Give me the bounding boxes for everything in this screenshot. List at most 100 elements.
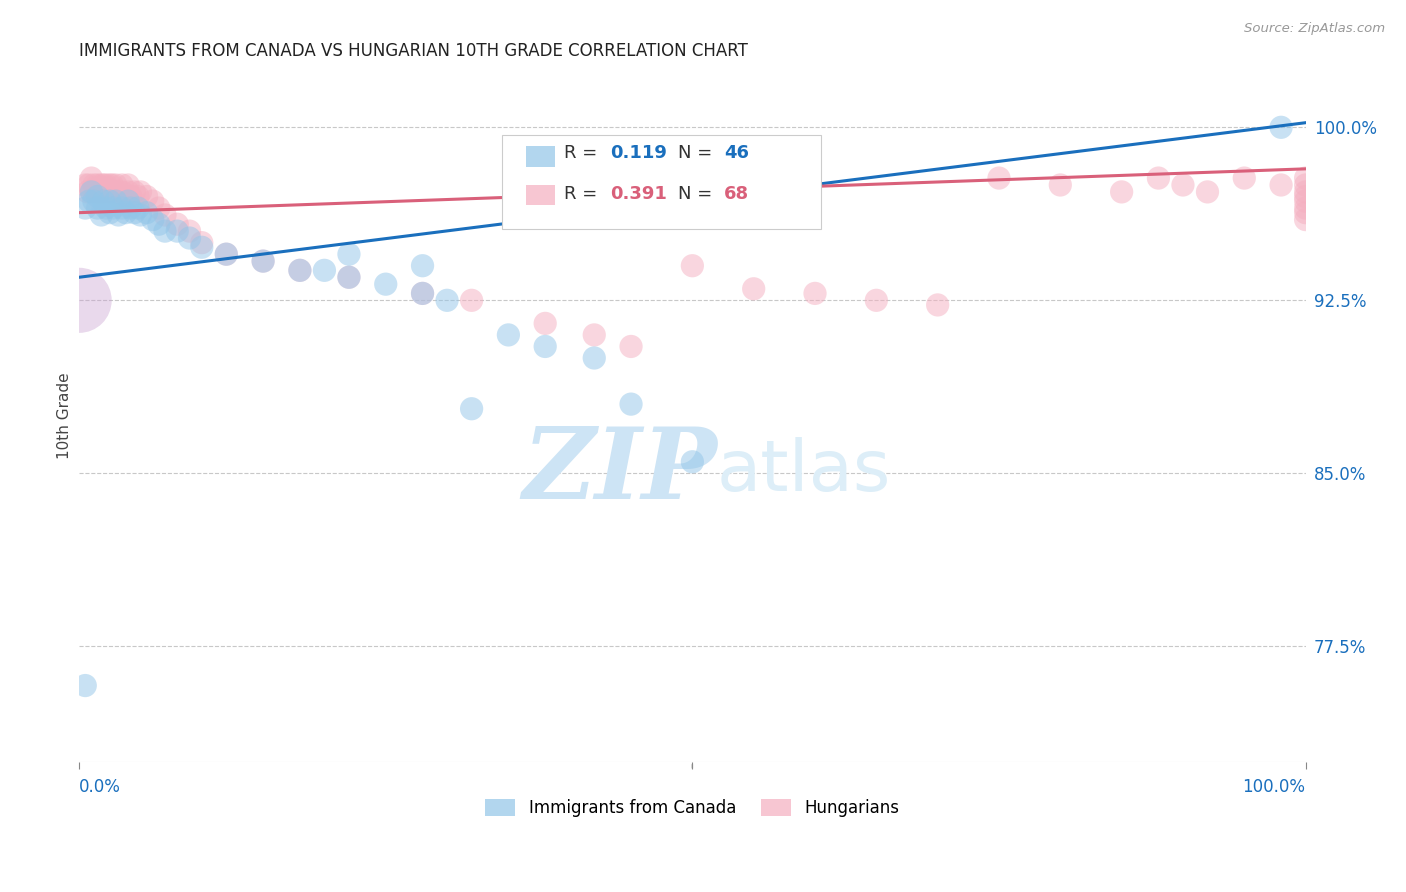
Point — [93, 178, 115, 192]
Point — [988, 171, 1011, 186]
Text: 0.391: 0.391 — [610, 186, 666, 203]
Point — [117, 185, 139, 199]
Point — [127, 201, 149, 215]
Point — [129, 208, 152, 222]
Text: N =: N = — [678, 144, 717, 161]
Point — [1171, 178, 1194, 192]
FancyBboxPatch shape — [526, 185, 555, 205]
Point — [1295, 189, 1317, 203]
Point — [77, 178, 100, 192]
Point — [142, 194, 165, 208]
Point — [75, 201, 97, 215]
Point — [148, 201, 170, 215]
Point — [1270, 120, 1292, 135]
Point — [87, 185, 110, 199]
Point — [412, 286, 434, 301]
Y-axis label: 10th Grade: 10th Grade — [58, 372, 72, 459]
Point — [98, 185, 121, 199]
Point — [534, 317, 557, 331]
Text: 68: 68 — [724, 186, 749, 203]
Point — [865, 293, 887, 308]
Point — [75, 178, 97, 192]
Point — [927, 298, 949, 312]
Point — [111, 178, 134, 192]
Point — [1111, 185, 1133, 199]
Point — [681, 455, 703, 469]
Point — [67, 293, 90, 308]
Point — [1295, 205, 1317, 219]
Point — [103, 185, 125, 199]
Point — [337, 270, 360, 285]
FancyBboxPatch shape — [502, 136, 821, 229]
Point — [337, 270, 360, 285]
Point — [498, 327, 520, 342]
Point — [142, 212, 165, 227]
Point — [101, 178, 124, 192]
Point — [77, 194, 100, 208]
Point — [86, 201, 108, 215]
Point — [98, 194, 121, 208]
Point — [86, 178, 108, 192]
Point — [1049, 178, 1071, 192]
Point — [103, 201, 125, 215]
FancyBboxPatch shape — [526, 146, 555, 167]
Point — [120, 189, 142, 203]
Point — [93, 194, 115, 208]
Point — [166, 217, 188, 231]
Point — [98, 205, 121, 219]
Point — [1197, 185, 1219, 199]
Point — [215, 247, 238, 261]
Text: atlas: atlas — [717, 436, 891, 506]
Point — [120, 201, 142, 215]
Point — [742, 282, 765, 296]
Point — [252, 254, 274, 268]
Point — [412, 286, 434, 301]
Point — [76, 185, 98, 199]
Point — [460, 401, 482, 416]
Point — [80, 185, 103, 199]
Text: ZIP: ZIP — [522, 423, 717, 519]
Text: N =: N = — [678, 186, 717, 203]
Point — [93, 185, 115, 199]
Point — [75, 679, 97, 693]
Point — [129, 185, 152, 199]
Point — [80, 185, 103, 199]
Point — [583, 351, 606, 365]
Point — [104, 178, 127, 192]
Point — [412, 259, 434, 273]
Point — [104, 194, 127, 208]
Text: IMMIGRANTS FROM CANADA VS HUNGARIAN 10TH GRADE CORRELATION CHART: IMMIGRANTS FROM CANADA VS HUNGARIAN 10TH… — [79, 42, 748, 60]
Point — [288, 263, 311, 277]
Point — [1270, 178, 1292, 192]
Text: 46: 46 — [724, 144, 749, 161]
Point — [83, 178, 105, 192]
Point — [96, 185, 118, 199]
Point — [114, 189, 136, 203]
Point — [191, 235, 214, 250]
Point — [583, 327, 606, 342]
Point — [111, 201, 134, 215]
Point — [124, 205, 146, 219]
Point — [90, 185, 112, 199]
Point — [681, 259, 703, 273]
Point — [1295, 212, 1317, 227]
Point — [314, 263, 336, 277]
Point — [1295, 185, 1317, 199]
Point — [460, 293, 482, 308]
Point — [107, 189, 129, 203]
Point — [215, 247, 238, 261]
Point — [179, 224, 201, 238]
Point — [1295, 194, 1317, 208]
Point — [124, 185, 146, 199]
Text: 0.0%: 0.0% — [79, 778, 121, 796]
Point — [374, 277, 396, 292]
Text: 0.119: 0.119 — [610, 144, 666, 161]
Point — [84, 185, 107, 199]
Point — [1147, 171, 1170, 186]
Text: 100.0%: 100.0% — [1243, 778, 1306, 796]
Point — [98, 178, 121, 192]
Point — [94, 201, 117, 215]
Point — [114, 205, 136, 219]
Point — [148, 217, 170, 231]
Point — [153, 224, 176, 238]
